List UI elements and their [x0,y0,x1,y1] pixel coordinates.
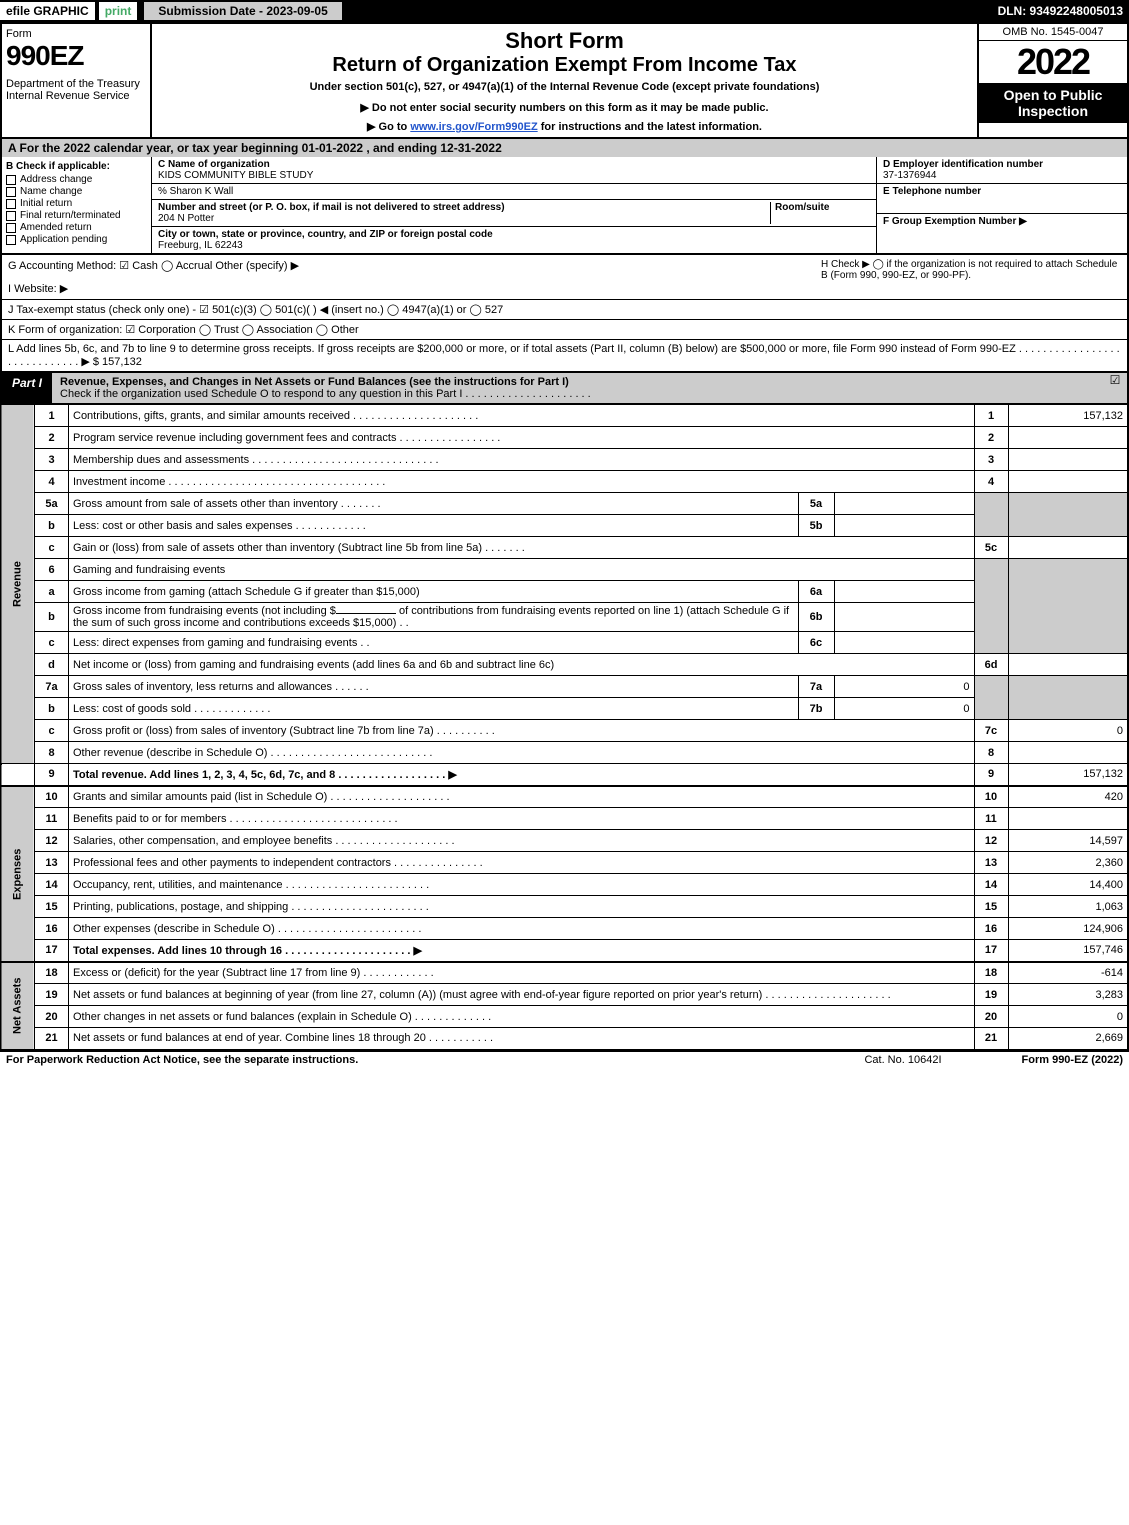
form-header: Form 990EZ Department of the Treasury In… [0,22,1129,139]
line-11: 11 Benefits paid to or for members . . .… [1,808,1128,830]
dln-label: DLN: 93492248005013 [998,4,1129,18]
label-org-name: C Name of organization [158,159,270,170]
line-14: 14 Occupancy, rent, utilities, and maint… [1,874,1128,896]
page-footer: For Paperwork Reduction Act Notice, see … [0,1051,1129,1068]
line-9: 9 Total revenue. Add lines 1, 2, 3, 4, 5… [1,764,1128,786]
line-18: Net Assets 18 Excess or (deficit) for th… [1,962,1128,984]
line-7b: b Less: cost of goods sold . . . . . . .… [1,698,1128,720]
side-expenses: Expenses [1,786,35,962]
label-phone: E Telephone number [883,186,981,197]
chk-amended-return[interactable]: Amended return [6,222,147,233]
omb-number: OMB No. 1545-0047 [979,24,1127,41]
irs-link[interactable]: www.irs.gov/Form990EZ [410,121,537,133]
section-b-header: B Check if applicable: [6,161,147,172]
header-left: Form 990EZ Department of the Treasury In… [2,24,152,137]
link-pre: ▶ Go to [367,121,410,133]
line-13: 13 Professional fees and other payments … [1,852,1128,874]
print-button[interactable]: print [99,2,138,20]
section-gh: G Accounting Method: ☑ Cash ◯ Accrual Ot… [0,255,1129,300]
submission-date: Submission Date - 2023-09-05 [143,1,342,21]
tax-year: 2022 [979,41,1127,83]
form-word: Form [6,28,146,40]
paperwork-notice: For Paperwork Reduction Act Notice, see … [6,1054,358,1066]
line-2: 2 Program service revenue including gove… [1,427,1128,449]
header-center: Short Form Return of Organization Exempt… [152,24,977,137]
line-15: 15 Printing, publications, postage, and … [1,896,1128,918]
care-of: % Sharon K Wall [158,186,233,197]
line-1: Revenue 1 Contributions, gifts, grants, … [1,405,1128,427]
line-16: 16 Other expenses (describe in Schedule … [1,918,1128,940]
city-state-zip: Freeburg, IL 62243 [158,240,243,251]
line-6d: d Net income or (loss) from gaming and f… [1,654,1128,676]
section-h: H Check ▶ ◯ if the organization is not r… [821,259,1121,295]
short-form-title: Short Form [160,28,969,54]
line-5a: 5a Gross amount from sale of assets othe… [1,493,1128,515]
line-19: 19 Net assets or fund balances at beginn… [1,984,1128,1006]
header-right: OMB No. 1545-0047 2022 Open to Public In… [977,24,1127,137]
line-6c: c Less: direct expenses from gaming and … [1,632,1128,654]
label-ein: D Employer identification number [883,159,1043,170]
line-6: 6 Gaming and fundraising events [1,559,1128,581]
chk-name-change[interactable]: Name change [6,186,147,197]
inspection-label: Open to Public Inspection [979,83,1127,123]
ssn-note: ▶ Do not enter social security numbers o… [160,101,969,114]
line-7a: 7a Gross sales of inventory, less return… [1,676,1128,698]
form-table: Revenue 1 Contributions, gifts, grants, … [0,404,1129,1051]
line-6a: a Gross income from gaming (attach Sched… [1,581,1128,603]
line-20: 20 Other changes in net assets or fund b… [1,1006,1128,1028]
section-j: J Tax-exempt status (check only one) - ☑… [0,300,1129,320]
top-bar: efile GRAPHIC print Submission Date - 20… [0,0,1129,22]
section-c: C Name of organization KIDS COMMUNITY BI… [152,157,877,253]
catalog-number: Cat. No. 10642I [864,1054,941,1066]
line-6b: b Gross income from fundraising events (… [1,603,1128,632]
line-5c: c Gain or (loss) from sale of assets oth… [1,537,1128,559]
line-10: Expenses 10 Grants and similar amounts p… [1,786,1128,808]
line-17: 17 Total expenses. Add lines 10 through … [1,940,1128,962]
label-group-exemption: F Group Exemption Number ▶ [883,216,1027,227]
chk-final-return[interactable]: Final return/terminated [6,210,147,221]
part1-tab: Part I [2,373,52,403]
info-right: D Employer identification number 37-1376… [877,157,1127,253]
section-l: L Add lines 5b, 6c, and 7b to line 9 to … [0,340,1129,373]
label-city: City or town, state or province, country… [158,229,493,240]
line-7c: c Gross profit or (loss) from sales of i… [1,720,1128,742]
form-title: Return of Organization Exempt From Incom… [160,54,969,77]
form-subtitle: Under section 501(c), 527, or 4947(a)(1)… [160,81,969,93]
section-i: I Website: ▶ [8,282,821,295]
part1-checkbox[interactable]: ☑ [1103,373,1127,403]
line-12: 12 Salaries, other compensation, and emp… [1,830,1128,852]
line-21: 21 Net assets or fund balances at end of… [1,1028,1128,1050]
street-address: 204 N Potter [158,213,214,224]
link-post: for instructions and the latest informat… [538,121,762,133]
side-revenue: Revenue [1,405,35,764]
department-label: Department of the Treasury Internal Reve… [6,78,146,102]
form-number: 990EZ [6,40,146,72]
section-g: G Accounting Method: ☑ Cash ◯ Accrual Ot… [8,259,821,272]
side-netassets: Net Assets [1,962,35,1050]
line-4: 4 Investment income . . . . . . . . . . … [1,471,1128,493]
line-5b: b Less: cost or other basis and sales ex… [1,515,1128,537]
section-k: K Form of organization: ☑ Corporation ◯ … [0,320,1129,340]
line-3: 3 Membership dues and assessments . . . … [1,449,1128,471]
chk-application-pending[interactable]: Application pending [6,234,147,245]
label-street: Number and street (or P. O. box, if mail… [158,202,505,213]
ein-value: 37-1376944 [883,170,936,181]
line-8: 8 Other revenue (describe in Schedule O)… [1,742,1128,764]
section-a: A For the 2022 calendar year, or tax yea… [0,139,1129,157]
form-ref: Form 990-EZ (2022) [1022,1054,1123,1066]
label-room: Room/suite [775,202,829,213]
efile-label: efile GRAPHIC [0,2,95,20]
part1-title: Revenue, Expenses, and Changes in Net As… [52,373,1103,403]
link-note: ▶ Go to www.irs.gov/Form990EZ for instru… [160,120,969,133]
part1-header: Part I Revenue, Expenses, and Changes in… [0,373,1129,404]
info-block: B Check if applicable: Address change Na… [0,157,1129,255]
chk-address-change[interactable]: Address change [6,174,147,185]
gross-receipts-value: 157,132 [102,356,142,368]
chk-initial-return[interactable]: Initial return [6,198,147,209]
section-b: B Check if applicable: Address change Na… [2,157,152,253]
org-name: KIDS COMMUNITY BIBLE STUDY [158,170,313,181]
